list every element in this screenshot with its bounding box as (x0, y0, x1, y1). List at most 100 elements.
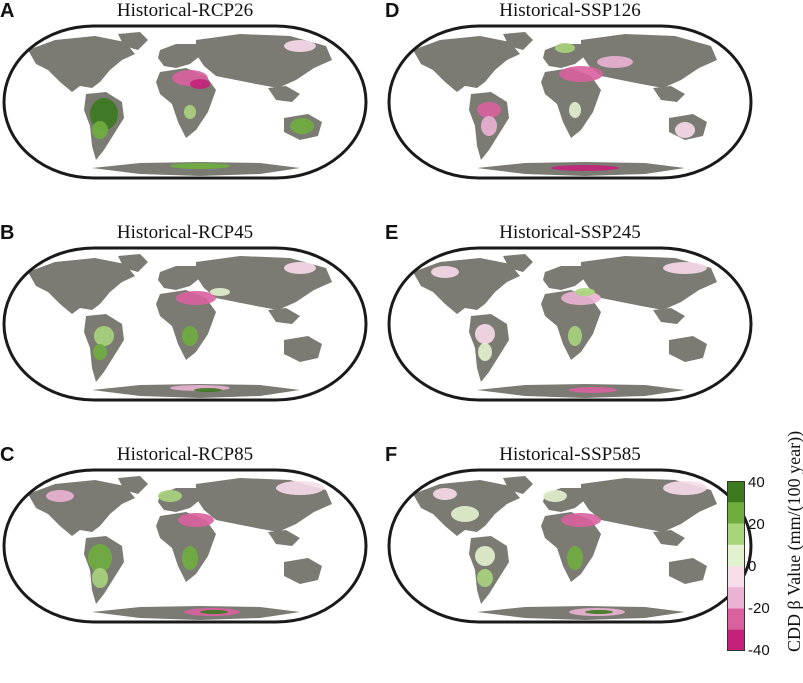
panel-d: D Historical-SSP126 (385, 0, 755, 212)
map-frame (2, 246, 368, 402)
value-patch (178, 513, 214, 527)
world-map (2, 24, 368, 180)
value-patch (663, 262, 707, 274)
africa-landmass (156, 512, 216, 582)
australia-landmass (284, 558, 322, 584)
colorbar-segment (727, 544, 745, 567)
greenland-landmass (118, 32, 148, 50)
australia-landmass (284, 336, 322, 362)
value-patch (431, 266, 459, 278)
europe-landmass (543, 44, 585, 68)
value-patch (194, 388, 222, 392)
colorbar-segment (727, 566, 745, 588)
value-patch (158, 490, 182, 502)
se-asia-landmass (653, 308, 685, 324)
panel-letter: C (0, 444, 15, 466)
colorbar-segment (727, 629, 745, 651)
value-patch (475, 324, 495, 344)
europe-landmass (543, 266, 585, 290)
value-patch (568, 326, 582, 346)
value-patch (575, 288, 595, 296)
greenland-landmass (503, 476, 533, 494)
colorbar-segment (727, 587, 745, 609)
panel-letter: B (0, 222, 15, 244)
value-patch (481, 116, 497, 136)
antarctica-landmass (92, 162, 300, 176)
colorbar-tick: -20 (748, 600, 770, 617)
se-asia-landmass (268, 86, 300, 102)
colorbar-tick: -40 (748, 642, 770, 659)
africa-landmass (156, 290, 216, 360)
world-map (387, 246, 753, 402)
value-patch (200, 610, 228, 614)
colorbar-segment (727, 608, 745, 631)
panel-title: Historical-SSP585 (499, 444, 641, 465)
value-patch (210, 288, 230, 296)
colorbar-border (727, 481, 745, 651)
panel-e: E Historical-SSP245 (385, 222, 755, 434)
value-patch (475, 546, 495, 566)
panel-title: Historical-RCP85 (116, 444, 254, 465)
panel-letter: F (385, 444, 398, 466)
panel-letter: E (385, 222, 399, 244)
greenland-landmass (503, 32, 533, 50)
value-patch (170, 163, 230, 169)
europe-landmass (158, 44, 200, 68)
north-america-landmass (28, 258, 135, 314)
se-asia-landmass (653, 530, 685, 546)
colorbar (727, 481, 745, 651)
greenland-landmass (503, 254, 533, 272)
colorbar-label: CDD β Value (mm/(100 year)) (784, 430, 803, 652)
value-patch (555, 43, 575, 53)
colorbar-tick: 20 (748, 516, 765, 533)
value-patch (88, 544, 112, 572)
panel-title: Historical-RCP26 (116, 0, 254, 21)
value-patch (284, 40, 316, 52)
value-patch (182, 326, 198, 346)
value-patch (551, 165, 619, 171)
value-patch (284, 262, 316, 274)
value-patch (478, 343, 492, 361)
north-america-landmass (413, 36, 520, 92)
value-patch (433, 488, 457, 500)
value-patch (451, 506, 479, 522)
value-patch (675, 122, 695, 138)
greenland-landmass (118, 476, 148, 494)
north-america-landmass (28, 36, 135, 92)
value-patch (663, 481, 707, 495)
panel-c: C Historical-RCP85 (0, 444, 370, 656)
value-patch (94, 326, 114, 346)
value-patch (176, 291, 216, 305)
value-patch (477, 102, 501, 118)
greenland-landmass (118, 254, 148, 272)
south-america-landmass (469, 536, 509, 604)
map-frame (387, 24, 753, 180)
value-patch (477, 569, 493, 587)
se-asia-landmass (268, 530, 300, 546)
colorbar-tick: 0 (748, 558, 757, 575)
value-patch (561, 513, 601, 527)
value-patch (569, 102, 581, 118)
world-map (2, 246, 368, 402)
africa-landmass (541, 68, 601, 138)
colorbar-tick: 40 (748, 474, 765, 491)
value-patch (92, 568, 108, 588)
value-patch (585, 610, 613, 614)
panel-title: Historical-SSP126 (499, 0, 641, 21)
value-patch (46, 490, 74, 502)
europe-landmass (158, 266, 200, 290)
world-map (387, 468, 753, 624)
panel-b: B Historical-RCP45 (0, 222, 370, 434)
value-patch (543, 490, 567, 502)
value-patch (559, 66, 603, 82)
value-patch (569, 387, 617, 393)
value-patch (597, 56, 633, 68)
panel-letter: A (0, 0, 15, 22)
se-asia-landmass (268, 308, 300, 324)
value-patch (182, 546, 198, 570)
panel-f: F Historical-SSP585 (385, 444, 755, 656)
value-patch (184, 105, 196, 119)
colorbar-segment (727, 523, 745, 546)
map-frame (387, 468, 753, 624)
world-map (387, 24, 753, 180)
